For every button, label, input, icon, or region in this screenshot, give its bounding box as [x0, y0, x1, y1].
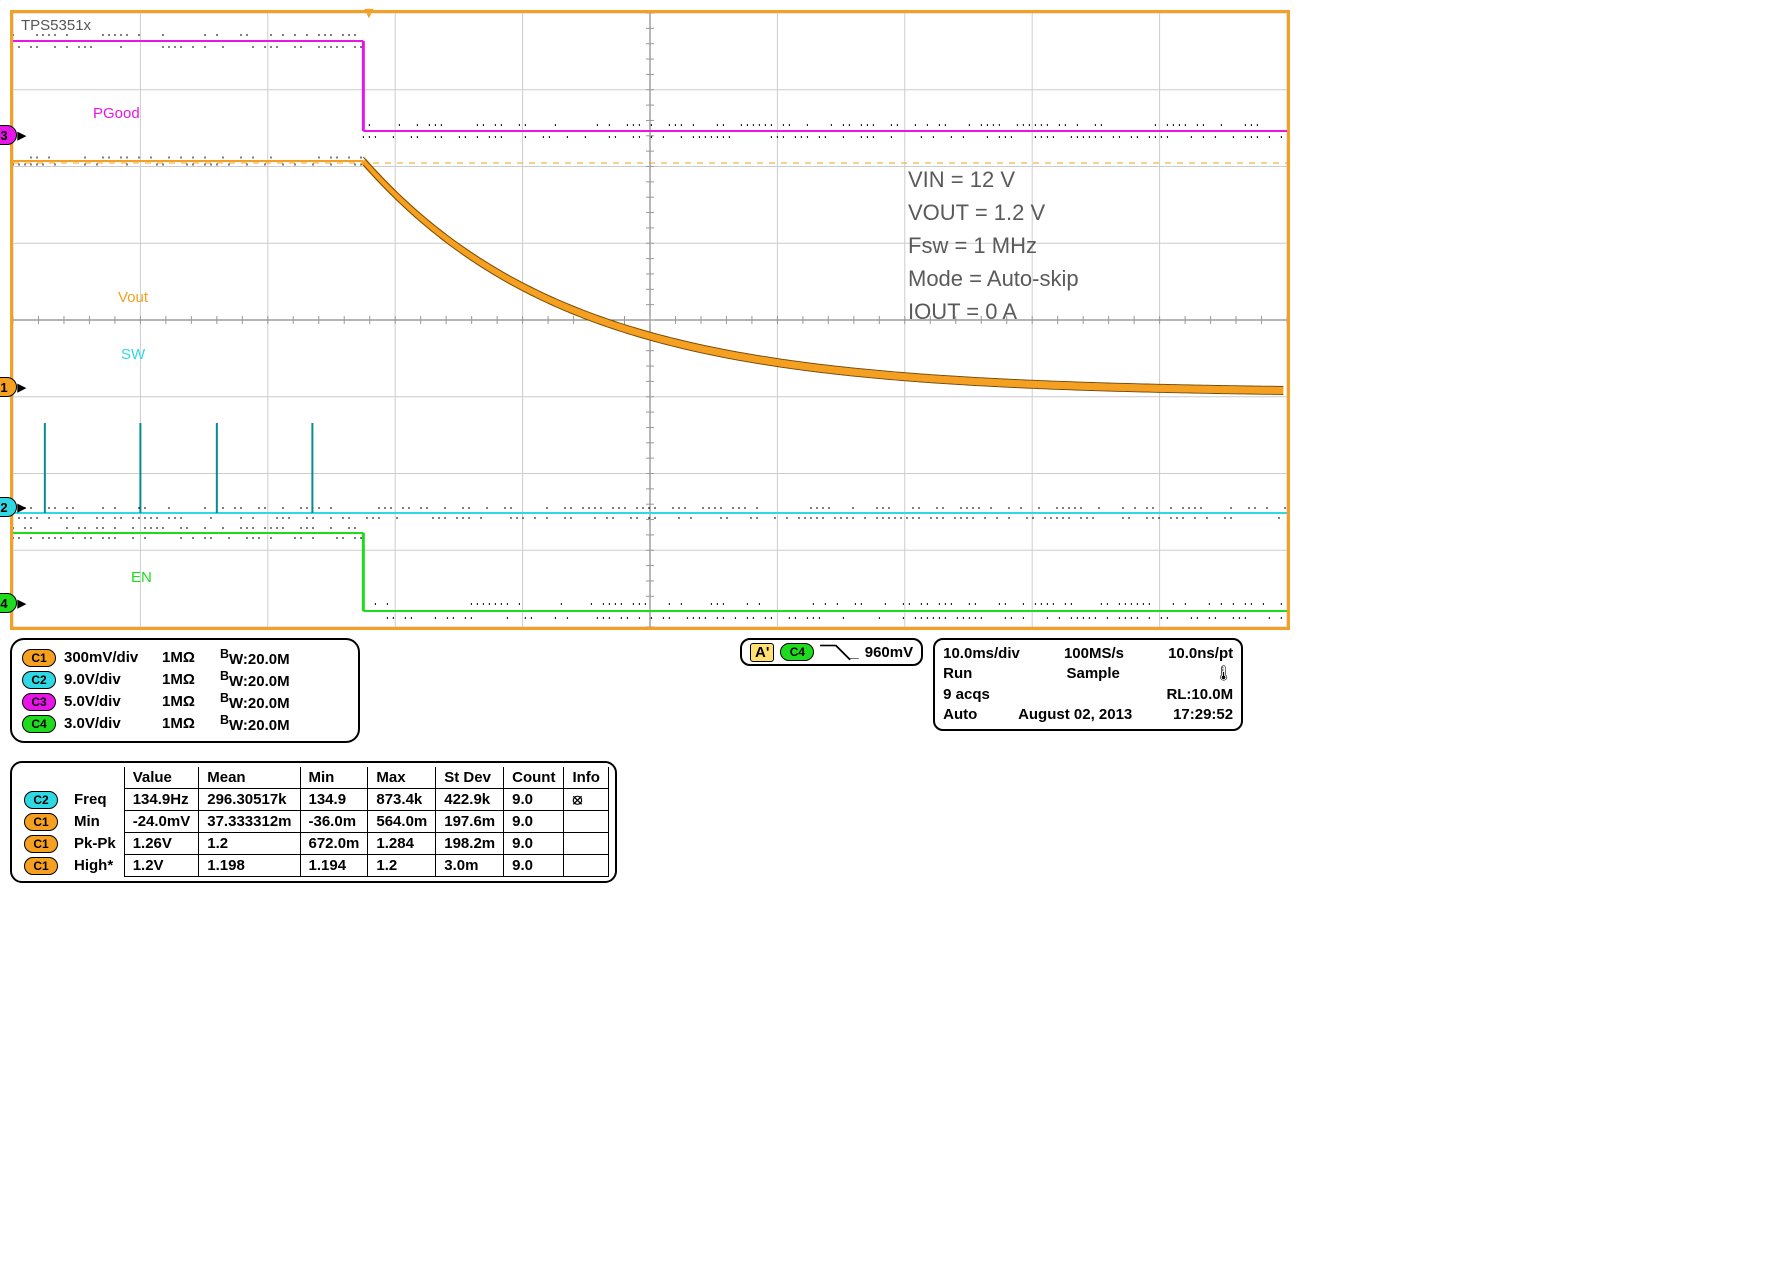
annotation-line: IOUT = 0 A — [908, 295, 1079, 328]
channel-row: C3 5.0V/div 1MΩ BW:20.0M — [22, 691, 348, 712]
timebase: 10.0ms/div — [943, 644, 1020, 664]
waveform-plot: TPS5351x ▼ VIN = 12 VVOUT = 1.2 VFsw = 1… — [10, 10, 1290, 630]
trace-label: SW — [121, 346, 145, 363]
trace-label: EN — [131, 569, 152, 586]
channel-scale: 5.0V/div — [64, 693, 154, 710]
test-conditions: VIN = 12 VVOUT = 1.2 VFsw = 1 MHzMode = … — [908, 163, 1079, 328]
annotation-line: VIN = 12 V — [908, 163, 1079, 196]
channel-scale: 9.0V/div — [64, 671, 154, 688]
channel-bw: BW:20.0M — [220, 713, 290, 734]
channel-badge: C2 — [22, 671, 56, 689]
trig-mode: Auto — [943, 705, 977, 725]
channel-bw: BW:20.0M — [220, 669, 290, 690]
meas-cell: 1.2V — [124, 855, 199, 877]
channel-scale: 3.0V/div — [64, 715, 154, 732]
meas-header: Info — [564, 767, 609, 789]
meas-cell: ⦻ — [564, 789, 609, 811]
acq-time: 17:29:52 — [1173, 705, 1233, 725]
channel-bw: BW:20.0M — [220, 691, 290, 712]
meas-cell: 197.6m — [436, 811, 504, 833]
meas-cell: -24.0mV — [124, 811, 199, 833]
meas-channel-badge: C1 — [24, 835, 58, 853]
record-length: RL:10.0M — [1166, 685, 1233, 705]
channel-row: C1 300mV/div 1MΩ BW:20.0M — [22, 647, 348, 668]
thermometer-icon: 🌡 — [1214, 664, 1233, 684]
meas-cell: 1.284 — [368, 833, 436, 855]
meas-cell: 198.2m — [436, 833, 504, 855]
oscilloscope-capture: TPS5351x ▼ VIN = 12 VVOUT = 1.2 VFsw = 1… — [10, 10, 1290, 888]
meas-cell — [564, 855, 609, 877]
meas-cell: 3.0m — [436, 855, 504, 877]
meas-header: Mean — [199, 767, 300, 789]
plot-svg — [13, 13, 1287, 627]
meas-cell: 9.0 — [504, 833, 564, 855]
meas-cell: 9.0 — [504, 811, 564, 833]
annotation-line: VOUT = 1.2 V — [908, 196, 1079, 229]
meas-cell: 1.198 — [199, 855, 300, 877]
meas-header: Value — [124, 767, 199, 789]
meas-channel-badge: C2 — [24, 791, 58, 809]
meas-cell: 422.9k — [436, 789, 504, 811]
channel-impedance: 1MΩ — [162, 715, 212, 732]
sample-rate: 100MS/s — [1064, 644, 1124, 664]
trigger-level: 960mV — [865, 644, 913, 661]
channel-impedance: 1MΩ — [162, 649, 212, 666]
meas-cell: 134.9Hz — [124, 789, 199, 811]
meas-cell: 1.2 — [368, 855, 436, 877]
meas-header: Count — [504, 767, 564, 789]
meas-cell — [564, 833, 609, 855]
acq-count: 9 acqs — [943, 685, 990, 705]
channel-settings-panel: C1 300mV/div 1MΩ BW:20.0M C2 9.0V/div 1M… — [10, 638, 360, 743]
channel-badge: C4 — [22, 715, 56, 733]
trace-label: PGood — [93, 105, 140, 122]
channel-bw: BW:20.0M — [220, 647, 290, 668]
meas-channel-badge: C1 — [24, 813, 58, 831]
meas-cell: 564.0m — [368, 811, 436, 833]
trace-label: Vout — [118, 289, 148, 306]
channel-row: C2 9.0V/div 1MΩ BW:20.0M — [22, 669, 348, 690]
trigger-panel: A' C4 ⎺╲_ 960mV — [740, 638, 923, 666]
channel-badge: C1 — [22, 649, 56, 667]
annotation-line: Fsw = 1 MHz — [908, 229, 1079, 262]
resolution: 10.0ns/pt — [1168, 644, 1233, 664]
measurement-table: ValueMeanMinMaxSt DevCountInfoC2Freq134.… — [10, 761, 617, 883]
meas-cell: 296.30517k — [199, 789, 300, 811]
trigger-edge-icon: ⎺╲_ — [820, 644, 858, 661]
channel-row: C4 3.0V/div 1MΩ BW:20.0M — [22, 713, 348, 734]
acq-date: August 02, 2013 — [1018, 705, 1132, 725]
channel-impedance: 1MΩ — [162, 671, 212, 688]
channel-scale: 300mV/div — [64, 649, 154, 666]
trigger-channel-badge: C4 — [780, 643, 814, 661]
annotation-line: Mode = Auto-skip — [908, 262, 1079, 295]
meas-cell: 873.4k — [368, 789, 436, 811]
meas-header: Min — [300, 767, 368, 789]
acquisition-panel: 10.0ms/div 100MS/s 10.0ns/pt Run Sample … — [933, 638, 1243, 731]
meas-cell: -36.0m — [300, 811, 368, 833]
meas-cell: 1.26V — [124, 833, 199, 855]
meas-cell: 37.333312m — [199, 811, 300, 833]
meas-cell: 9.0 — [504, 855, 564, 877]
acq-mode: Sample — [1067, 664, 1120, 684]
meas-name: Min — [66, 811, 124, 833]
channel-badge: C3 — [22, 693, 56, 711]
meas-cell: 9.0 — [504, 789, 564, 811]
meas-cell: 134.9 — [300, 789, 368, 811]
channel-impedance: 1MΩ — [162, 693, 212, 710]
meas-cell: 1.194 — [300, 855, 368, 877]
acq-state: Run — [943, 664, 972, 684]
meas-cell: 672.0m — [300, 833, 368, 855]
meas-name: Pk-Pk — [66, 833, 124, 855]
meas-cell: 1.2 — [199, 833, 300, 855]
trigger-a: A' — [750, 643, 774, 662]
meas-name: High* — [66, 855, 124, 877]
meas-name: Freq — [66, 789, 124, 811]
meas-channel-badge: C1 — [24, 857, 58, 875]
meas-cell — [564, 811, 609, 833]
meas-header: St Dev — [436, 767, 504, 789]
meas-header: Max — [368, 767, 436, 789]
